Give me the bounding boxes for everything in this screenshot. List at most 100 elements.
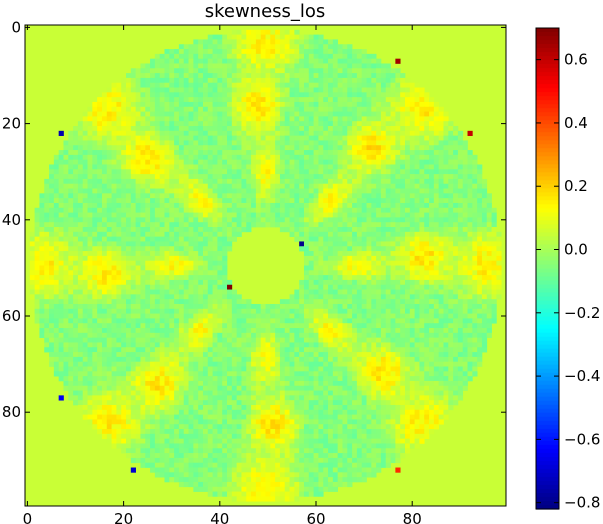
heatmap-cell [409,260,415,266]
heatmap-cell [164,121,170,127]
heatmap-cell [443,323,449,329]
heatmap-cell [63,164,69,170]
heatmap-cell [361,198,367,204]
heatmap-cell [246,328,252,334]
heatmap-cell [130,246,136,252]
heatmap-cell [472,159,478,165]
heatmap-cell [217,121,223,127]
heatmap-cell [246,101,252,108]
heatmap-cell [231,174,237,180]
heatmap-cell [82,159,88,165]
heatmap-cell [188,87,194,93]
heatmap-cell [361,150,367,156]
heatmap-cell [39,294,45,300]
heatmap-cell [140,246,146,252]
heatmap-cell [246,207,252,213]
heatmap-cell [169,126,175,132]
heatmap-cell [347,299,353,305]
heatmap-cell [294,178,300,185]
heatmap-cell [188,53,194,60]
heatmap-cell [438,284,444,290]
heatmap-cell [294,145,300,151]
heatmap-cell [318,53,324,60]
heatmap-cell [467,227,473,233]
heatmap-cell [361,68,367,74]
heatmap-cell [178,212,185,218]
heatmap-cell [82,150,88,156]
heatmap-cell [467,169,473,175]
heatmap-cell [49,202,55,209]
heatmap-cell [284,212,290,218]
heatmap-cell [448,241,454,247]
heatmap-cell [337,183,343,189]
heatmap-cell [361,212,367,218]
heatmap-cell [183,313,189,319]
heatmap-cell [371,313,377,319]
heatmap-cell [313,260,319,266]
heatmap-cell [366,299,372,305]
heatmap-cell [443,140,449,146]
heatmap-cell [313,303,319,310]
heatmap-cell [318,188,324,194]
heatmap-cell [279,29,286,35]
heatmap-cell [212,92,218,98]
heatmap-cell [44,227,50,233]
heatmap-cell [150,164,156,170]
heatmap-cell [29,246,35,252]
heatmap-cell [68,188,74,194]
heatmap-cell [318,174,324,180]
heatmap-cell [53,207,60,213]
heatmap-cell [106,251,112,257]
heatmap-cell [222,260,228,266]
heatmap-cell [39,236,45,242]
heatmap-cell [424,227,430,233]
heatmap-cell [251,135,257,141]
heatmap-cell [376,121,382,127]
heatmap-cell [303,135,310,141]
heatmap-cell [496,265,502,271]
heatmap-cell [453,279,459,286]
heatmap-cell [159,294,165,300]
heatmap-cell [328,73,334,79]
heatmap-cell [424,188,430,194]
heatmap-cell [174,116,180,122]
heatmap-cell [380,101,387,108]
heatmap-cell [39,265,45,271]
heatmap-cell [275,183,281,189]
heatmap-cell [44,236,50,242]
heatmap-cell [462,265,468,271]
heatmap-cell [101,275,108,281]
heatmap-cell [448,236,454,242]
heatmap-cell [284,126,290,132]
heatmap-cell [448,231,454,237]
heatmap-cell [328,294,334,300]
heatmap-cell [395,121,401,127]
heatmap-cell [178,255,185,262]
heatmap-cell [202,58,209,64]
heatmap-cell [294,222,300,228]
heatmap-cell [467,275,473,281]
heatmap-cell [332,126,338,132]
heatmap-cell [207,188,213,194]
heatmap-cell [337,53,343,60]
heatmap-cell [438,328,444,334]
heatmap-cell [178,251,185,257]
heatmap-cell [34,227,40,233]
heatmap-cell [73,188,79,194]
heatmap-cell [241,126,247,132]
heatmap-cell [284,154,290,161]
heatmap-cell [178,183,185,189]
heatmap-cell [150,236,156,242]
heatmap-cell [395,126,401,132]
heatmap-cell [68,323,74,329]
heatmap-cell [342,150,348,156]
heatmap-cell [481,318,488,324]
heatmap-cell [303,154,310,161]
heatmap-cell [217,53,223,60]
heatmap-cell [289,212,295,218]
heatmap-cell [82,116,88,122]
heatmap-cell [294,116,300,122]
heatmap-cell [400,294,406,300]
heatmap-cell [352,188,358,194]
heatmap-cell [227,68,233,74]
